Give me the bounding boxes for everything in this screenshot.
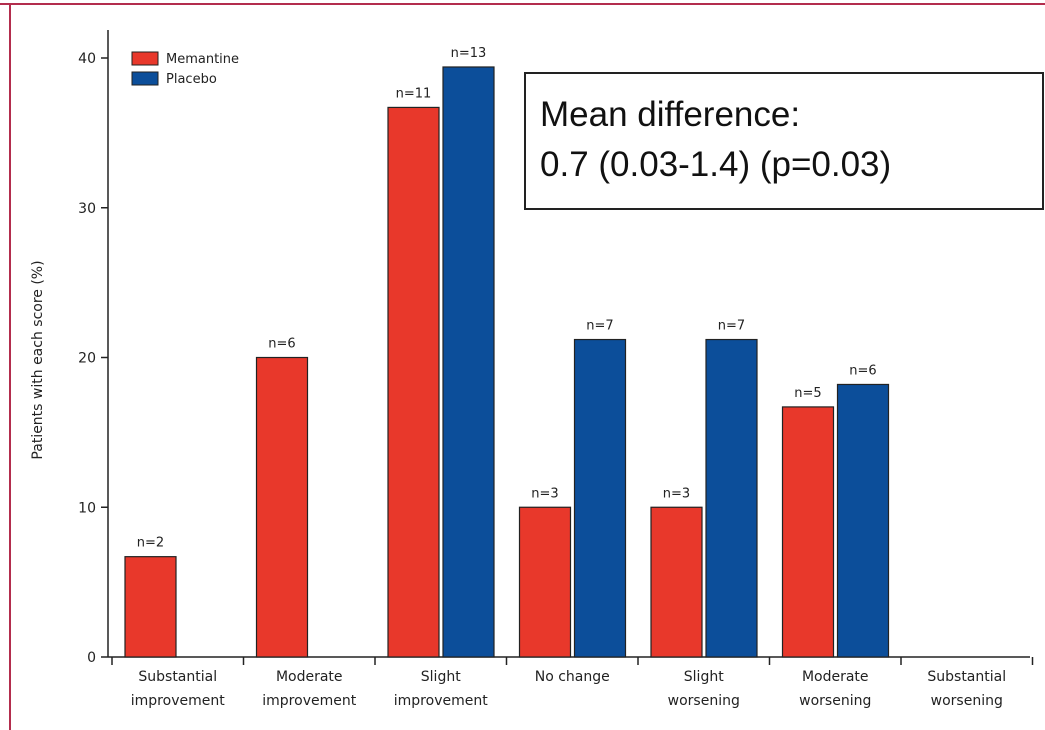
bar-data-label: n=6 bbox=[268, 337, 295, 352]
x-category-label: Slight bbox=[421, 669, 461, 685]
x-category-label: worsening bbox=[668, 693, 740, 709]
bar-placebo bbox=[442, 66, 495, 658]
x-category-label: Moderate bbox=[276, 669, 343, 685]
bars bbox=[124, 66, 890, 658]
legend-label-memantine: Memantine bbox=[166, 52, 239, 67]
x-category-label: Moderate bbox=[802, 669, 869, 685]
bar-data-label: n=3 bbox=[663, 486, 690, 501]
mean-difference-annotation: Mean difference: 0.7 (0.03-1.4) (p=0.03) bbox=[524, 72, 1044, 210]
bar-placebo bbox=[705, 338, 758, 658]
legend-swatch-memantine bbox=[131, 51, 159, 66]
bar-data-label: n=7 bbox=[718, 319, 745, 334]
bar-placebo bbox=[573, 338, 627, 658]
bar-data-label: n=11 bbox=[396, 86, 432, 101]
x-category-label: improvement bbox=[262, 693, 356, 709]
x-category-label: improvement bbox=[394, 693, 488, 709]
x-category-label: worsening bbox=[799, 693, 871, 709]
x-category-label: Slight bbox=[684, 669, 724, 685]
bar-placebo bbox=[836, 383, 890, 658]
y-tick-label: 20 bbox=[78, 351, 96, 367]
bar-memantine bbox=[387, 106, 440, 658]
x-category-label: improvement bbox=[131, 693, 225, 709]
annotation-line-2: 0.7 (0.03-1.4) (p=0.03) bbox=[540, 145, 892, 184]
y-tick-label: 10 bbox=[78, 500, 96, 516]
bar-data-label: n=6 bbox=[849, 363, 876, 378]
bar-memantine bbox=[255, 356, 309, 658]
y-axis-ticks: 0 10 20 30 40 bbox=[78, 51, 108, 666]
y-axis-label: Patients with each score (%) bbox=[30, 260, 46, 459]
chart-frame bbox=[0, 3, 1045, 730]
bar-data-label: n=5 bbox=[794, 386, 821, 401]
x-category-label: worsening bbox=[931, 693, 1003, 709]
bar-labels: n=2 n=6 n=11 n=13 n=3 n=7 n=3 n=7 n=5 n=6 bbox=[137, 46, 877, 551]
y-tick-label: 30 bbox=[78, 201, 96, 217]
x-axis-categories: Substantial improvement Moderate improvemen… bbox=[111, 657, 1034, 709]
bar-memantine bbox=[650, 506, 703, 658]
bar-data-label: n=13 bbox=[451, 46, 487, 61]
y-tick-label: 0 bbox=[87, 650, 96, 666]
x-category-label: Substantial bbox=[138, 669, 217, 685]
bar-data-label: n=7 bbox=[586, 319, 613, 334]
legend: Memantine Placebo bbox=[131, 51, 239, 87]
legend-swatch-placebo bbox=[131, 71, 159, 86]
x-category-label: No change bbox=[535, 669, 610, 685]
bar-memantine bbox=[781, 406, 835, 658]
bar-memantine bbox=[518, 506, 572, 658]
x-category-label: Substantial bbox=[927, 669, 1006, 685]
annotation-line-1: Mean difference: bbox=[540, 95, 801, 134]
bar-data-label: n=3 bbox=[531, 486, 558, 501]
bar-memantine bbox=[124, 556, 177, 658]
legend-label-placebo: Placebo bbox=[166, 72, 217, 87]
y-tick-label: 40 bbox=[78, 51, 96, 67]
bar-data-label: n=2 bbox=[137, 536, 164, 551]
